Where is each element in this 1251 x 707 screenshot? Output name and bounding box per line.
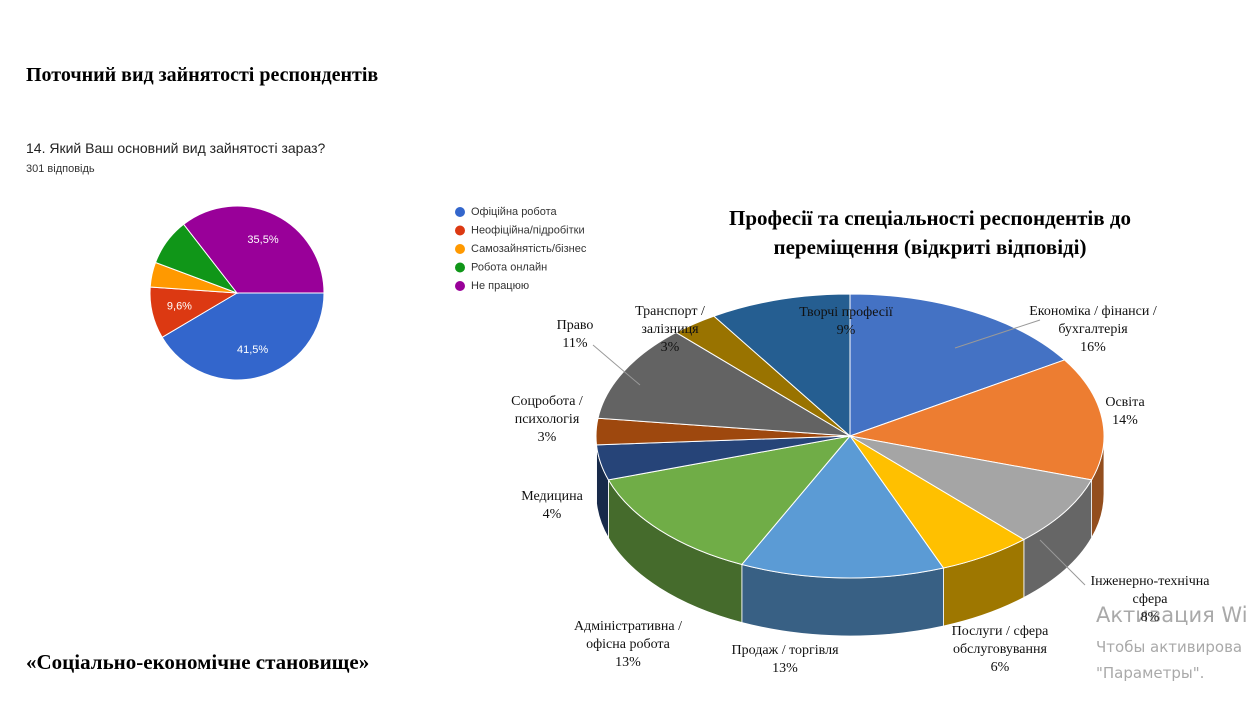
legend-marker (455, 262, 465, 273)
footer: «Соціально-економічне становище» (26, 650, 370, 674)
legend-label: Самозайнятість/бізнес (471, 243, 587, 255)
slice-category: Соцробота / психологія (511, 394, 583, 427)
pie-slice (740, 435, 945, 579)
slice-value: 9% (836, 323, 856, 338)
slice-label: Творчі професії 9% (776, 304, 916, 340)
legend-marker (455, 281, 465, 291)
pie-slice (849, 435, 1025, 569)
watermark: "Параметры". (1096, 664, 1205, 682)
slice-category: Право (556, 318, 594, 333)
slice-label: Соцробота / психологія 3% (497, 393, 597, 447)
slice-label: Продаж / торгівля 13% (710, 642, 860, 678)
question: 14. Який Ваш основний вид зайнятості зар… (26, 140, 326, 156)
pie-slice (607, 435, 852, 566)
slice-value: 13% (615, 655, 641, 670)
pie-slice (595, 435, 851, 481)
legend-label: Офіційна робота (471, 206, 558, 218)
slice-value: 3% (660, 340, 680, 355)
page-title: Поточний вид зайнятості респондентів (26, 64, 379, 86)
slice-value: 8% (1140, 610, 1160, 625)
legend-marker (455, 225, 465, 236)
legend-label: Не працюю (471, 280, 529, 292)
pie-side (596, 444, 609, 540)
slice-label: Освіта 14% (1085, 394, 1165, 430)
slice-label: 35,5% (247, 234, 278, 246)
slice-label: 41,5% (237, 344, 268, 356)
chart-title: Професії та спеціальності респондентів д… (729, 206, 1131, 259)
pie-side (608, 478, 743, 624)
slice-label: Транспорт / залізниця 3% (625, 303, 715, 357)
slice-category: Адміністративна / офісна робота (573, 619, 683, 652)
pie-slice (149, 261, 238, 294)
slice-value: 16% (1080, 340, 1106, 355)
legend-marker (455, 244, 465, 254)
slice-category: Послуги / сфера обслуговування (951, 624, 1049, 657)
pie-side (1091, 435, 1105, 540)
pie-slice (161, 292, 325, 381)
slice-category: Транспорт / залізниця (635, 304, 705, 337)
legend-marker (455, 207, 465, 217)
slice-category: Економіка / фінанси / бухгалтерія (1029, 304, 1157, 337)
pie-slice (182, 205, 325, 294)
slice-value: 14% (1112, 413, 1138, 428)
legend-label: Неофіційна/підробітки (471, 224, 585, 236)
slice-label: Економіка / фінанси / бухгалтерія 16% (1018, 303, 1168, 357)
slice-category: Медицина (521, 489, 583, 504)
slice-category: Творчі професії (799, 305, 893, 320)
slice-label: 9,6% (167, 301, 192, 313)
slice-value: 6% (990, 660, 1010, 675)
slice-category: Освіта (1105, 395, 1145, 410)
response-count: 301 відповідь (26, 163, 95, 175)
slice-label: Послуги / сфера обслуговування 6% (935, 623, 1065, 677)
pie-slice (154, 223, 239, 295)
slice-label: Адміністративна / офісна робота 13% (563, 618, 693, 672)
pie-side (943, 538, 1025, 627)
pie-slice (149, 286, 239, 338)
slice-label: Право 11% (545, 317, 605, 353)
pie-slice (848, 359, 1105, 481)
slice-value: 13% (772, 661, 798, 676)
slice-category: Інженерно-технічна сфера (1090, 574, 1210, 607)
slice-label: Медицина 4% (507, 488, 597, 524)
slice-value: 11% (562, 336, 588, 351)
slice-label: Інженерно-технічна сфера 8% (1075, 573, 1225, 627)
legend-label: Робота онлайн (471, 261, 547, 273)
slice-category: Продаж / торгівля (731, 643, 839, 658)
pie-slice (595, 417, 851, 446)
watermark: Активация Wi (1096, 603, 1248, 627)
pie-slice (849, 435, 1093, 541)
slice-value: 3% (537, 430, 557, 445)
slice-value: 4% (542, 507, 562, 522)
pie-side (741, 563, 944, 637)
watermark: Чтобы активирова (1096, 638, 1243, 656)
